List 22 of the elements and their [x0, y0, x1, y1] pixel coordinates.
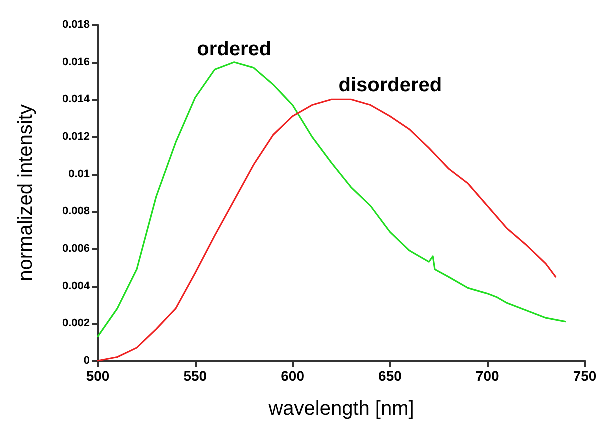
x-tick-label: 550	[184, 368, 208, 384]
y-tick-label: 0.012	[62, 131, 90, 143]
x-tick-label: 700	[476, 368, 500, 384]
series-label: disordered	[338, 74, 442, 97]
x-tick-label: 500	[86, 368, 110, 384]
y-tick-label: 0.018	[62, 19, 90, 31]
y-tick-label: 0.004	[62, 280, 91, 292]
y-tick-label: 0.016	[62, 56, 90, 68]
y-tick-label: 0	[84, 355, 90, 367]
y-tick-label: 0.008	[62, 206, 90, 218]
y-axis-title: normalized intensity	[15, 104, 37, 282]
y-tick-label: 0.014	[62, 94, 91, 106]
x-tick-label: 600	[281, 368, 305, 384]
series-label: ordered	[197, 38, 272, 60]
x-tick-label: 750	[573, 368, 597, 384]
y-tick-label: 0.002	[62, 318, 90, 330]
x-tick-label: 650	[378, 368, 402, 384]
y-tick-label: 0.01	[68, 168, 90, 180]
x-axis-title: wavelength [nm]	[268, 398, 414, 420]
line-series	[97, 62, 566, 338]
line-series	[97, 98, 557, 362]
y-tick-label: 0.006	[62, 243, 90, 255]
